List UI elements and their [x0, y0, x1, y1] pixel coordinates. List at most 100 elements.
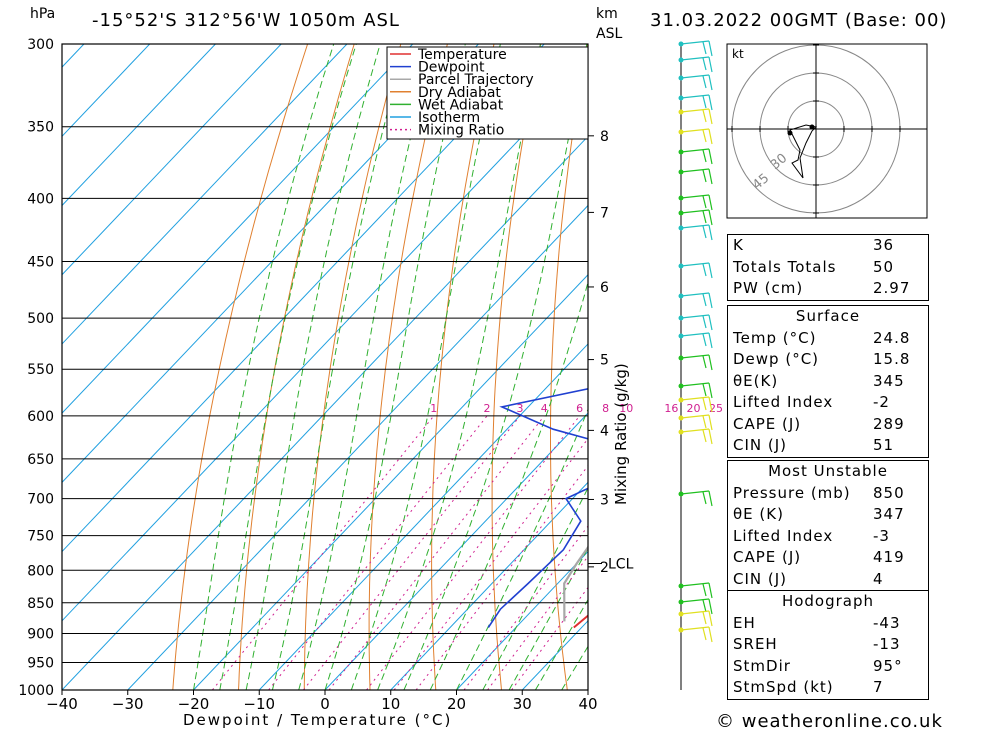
hodograph-row: EH -43: [733, 613, 901, 632]
wind-barb-flag: [702, 583, 707, 597]
pressure-tick-label: 300: [27, 37, 54, 53]
isotherm-line: [62, 44, 348, 345]
site-credit[interactable]: © weatheronline.co.uk: [716, 711, 943, 732]
pressure-tick-label: 400: [27, 191, 54, 207]
legend-entry: Dewpoint: [418, 60, 485, 76]
isotherm-line: [62, 44, 479, 484]
wind-barb-flag: [702, 57, 707, 71]
mixing-ratio-line: [328, 415, 545, 690]
wind-barb: [680, 262, 710, 267]
isotherm-line: [62, 44, 414, 414]
pressure-tick-label: 350: [27, 120, 54, 136]
wind-barb-flag: [702, 75, 707, 89]
wind-barb-flag: [708, 194, 713, 211]
legend-box: [386, 46, 589, 140]
wet-adiabat-line: [245, 44, 381, 690]
wind-barb: [680, 94, 710, 99]
legend-entry: Dry Adiabat: [418, 85, 501, 101]
most-unstable-title: Most Unstable: [768, 462, 888, 480]
pressure-tick-label: 550: [27, 362, 54, 378]
indices-row: Totals Totals 50: [733, 257, 895, 276]
pressure-tick-label: 650: [27, 452, 54, 468]
km-label: km: [596, 6, 618, 22]
mixing-ratio-tick-label: 2: [484, 402, 491, 415]
wind-barb-flag: [708, 108, 713, 125]
wind-barb-flag: [702, 355, 707, 369]
wind-barb-flag: [708, 382, 713, 399]
isotherm-line: [193, 274, 588, 690]
mixing-ratio-tick-label: 20: [687, 402, 701, 415]
most-unstable-row: Lifted Index -3: [733, 526, 890, 545]
wind-barb-flag: [702, 225, 707, 239]
wind-barb: [680, 40, 710, 45]
wind-barb: [680, 292, 710, 297]
isotherm-line: [324, 412, 588, 690]
wind-barb-flag: [708, 610, 713, 627]
surface-title: Surface: [795, 307, 861, 325]
wet-adiabat-line: [456, 408, 588, 690]
wind-barb: [680, 490, 710, 495]
wind-barb-flag: [708, 598, 713, 615]
x-tick-label: 20: [447, 695, 466, 713]
pressure-tick-label: 950: [27, 655, 54, 671]
pressure-tick-label: 700: [27, 492, 54, 508]
wind-barb: [680, 354, 710, 359]
wind-barb: [680, 396, 710, 401]
hodograph-row: StmSpd (kt) 7: [733, 678, 884, 696]
wind-barb-flag: [702, 599, 707, 613]
wind-barb: [680, 582, 710, 587]
wind-barb-flag: [708, 262, 713, 279]
wind-barb-flag: [708, 354, 713, 371]
x-tick-label: −20: [178, 695, 210, 713]
wind-barb: [680, 148, 710, 153]
wind-barb: [680, 224, 710, 229]
wind-barb-flag: [702, 263, 707, 277]
wind-barb-flag: [708, 168, 713, 185]
most-unstable-row: θE (K) 347: [733, 505, 905, 523]
mixing-ratio-tick-label: 1: [430, 402, 437, 415]
wind-barb-flag: [708, 414, 713, 431]
wind-barb-flag: [708, 94, 713, 111]
mixing-ratio-line: [268, 415, 488, 690]
wet-adiabat-line: [324, 44, 466, 690]
dry-adiabat-line: [960, 44, 1000, 690]
lcl-label: LCL: [608, 557, 634, 573]
location-title: -15°52'S 312°56'W 1050m ASL: [92, 10, 400, 31]
surface-table: Surface Temp (°C) 24.8 Dewp (°C) 15.8 θE(K…: [727, 305, 929, 458]
isotherm-line: [62, 44, 216, 207]
wind-barb: [680, 314, 710, 319]
wind-barb-flag: [708, 428, 713, 445]
wind-barb-flag: [708, 292, 713, 309]
hodograph-row: StmDir 95°: [733, 656, 903, 675]
mixing-ratio-tick-label: 4: [541, 402, 548, 415]
km-tick-label: 5: [600, 353, 609, 369]
pressure-tick-label: 1000: [18, 683, 54, 699]
dry-adiabat-line: [431, 44, 495, 690]
surface-row: θE(K) 345: [733, 371, 905, 390]
most-unstable-row: CIN (J) 4: [733, 569, 884, 588]
wind-barb-flag: [702, 41, 707, 55]
wind-barb: [680, 428, 710, 433]
mixing-ratio-tick-label: 6: [576, 402, 583, 415]
isotherm-line: [62, 44, 282, 276]
hodograph-trace: [789, 124, 818, 179]
x-tick-label: −40: [46, 695, 78, 713]
wind-barb-flag: [702, 611, 707, 625]
legend-entry: Wet Adiabat: [418, 97, 504, 113]
datetime-title: 31.03.2022 00GMT (Base: 00): [650, 10, 948, 31]
wind-barb-flag: [702, 149, 707, 163]
indices-table: K 36 Totals Totals 50 PW (cm) 2.97: [727, 234, 929, 301]
wind-barb: [680, 74, 710, 79]
wind-barb-flag: [702, 129, 707, 143]
dry-adiabat-line: [550, 44, 588, 690]
wind-barb-flag: [708, 332, 713, 349]
pressure-tick-label: 750: [27, 529, 54, 545]
wind-barb: [680, 128, 710, 133]
x-tick-label: 40: [578, 695, 597, 713]
indices-row: K 36: [733, 236, 895, 254]
wind-barb-flag: [702, 627, 707, 641]
dry-adiabat-line: [368, 44, 448, 690]
wind-barb: [680, 168, 710, 173]
mixing-ratio-line: [303, 415, 521, 690]
